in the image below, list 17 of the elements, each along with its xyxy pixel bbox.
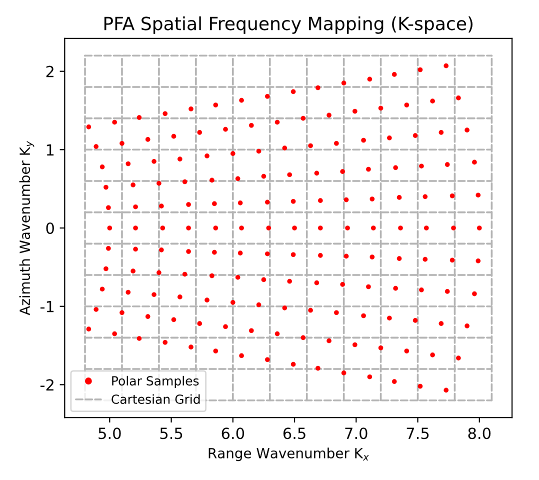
y-tick-label: 1	[46, 144, 54, 156]
y-tick-label: 2	[46, 66, 54, 78]
legend-label: Polar Samples	[112, 376, 199, 388]
y-tick-label: -2	[40, 379, 54, 390]
x-tick-label: 7.5	[406, 428, 429, 440]
x-tick-label: 6.5	[283, 428, 306, 440]
chart-title: PFA Spatial Frequency Mapping (K-space)	[104, 16, 472, 34]
x-tick-label: 8.0	[468, 428, 491, 440]
x-tick-label: 7.0	[345, 428, 368, 440]
y-tick-label: -1	[40, 301, 54, 312]
x-axis-title: Range Wavenumber K$_{x}$	[208, 448, 369, 462]
legend-label: Cartesian Grid	[112, 394, 200, 404]
y-axis-title: Azimuth Wavenumber K$_{y}$	[19, 140, 34, 316]
x-tick-label: 5.5	[160, 428, 182, 440]
x-tick-label: 5.0	[98, 428, 121, 440]
x-tick-label: 6.0	[222, 428, 244, 440]
y-tick-label: 0	[46, 222, 54, 234]
